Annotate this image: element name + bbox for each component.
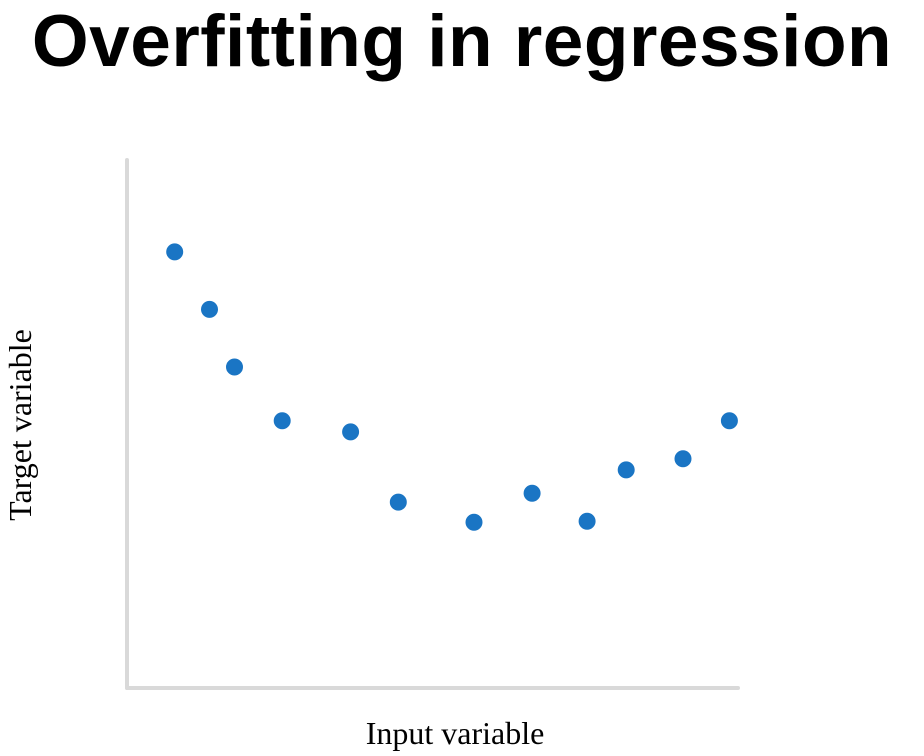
data-points (163, 240, 741, 534)
data-point-7 (462, 510, 486, 534)
data-point-6 (386, 490, 410, 514)
data-point-5 (339, 420, 363, 444)
data-point-1 (163, 240, 187, 264)
data-point-3 (223, 355, 246, 379)
chart-title: Overfitting in regression (31, 1, 893, 82)
data-point-11 (671, 447, 695, 471)
data-point-2 (198, 297, 221, 321)
data-point-12 (717, 409, 741, 433)
data-point-9 (575, 509, 599, 533)
y-axis-label: Target variable (2, 329, 38, 521)
data-point-10 (614, 458, 638, 482)
x-axis-label: Input variable (366, 715, 545, 751)
data-point-8 (520, 481, 544, 505)
data-point-4 (270, 409, 294, 433)
